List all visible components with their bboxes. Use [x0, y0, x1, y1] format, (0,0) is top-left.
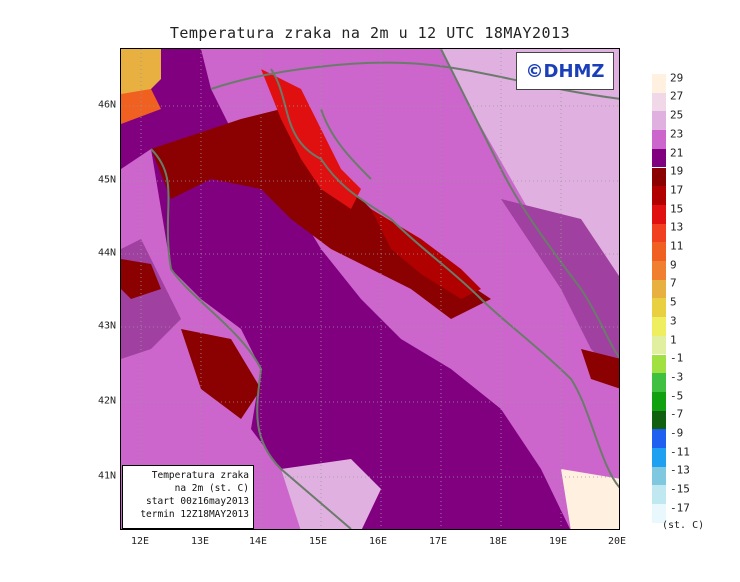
balkan-inland-zone [501, 199, 619, 377]
open-sea-pocket [311, 389, 401, 429]
legend-swatch [652, 186, 666, 205]
lon-label: 19E [548, 536, 568, 547]
lat-label: 45N [97, 174, 116, 186]
map-canvas [121, 49, 619, 529]
po-valley-warm [121, 89, 161, 124]
legend-swatch [652, 485, 666, 505]
legend-label: 1 [670, 333, 677, 347]
legend-label: -1 [670, 351, 684, 365]
legend-swatch [652, 466, 666, 486]
legend-label: -11 [670, 445, 690, 459]
lon-label: 14E [248, 536, 268, 547]
lon-label: 13E [190, 536, 210, 547]
legend-swatch [652, 261, 666, 280]
legend-swatch [652, 204, 666, 224]
lon-label: 16E [368, 536, 388, 547]
legend-swatch [652, 148, 666, 168]
south-italy-mild [281, 459, 381, 529]
lat-label: 41N [97, 470, 116, 482]
info-line-valid: termin 12Z18MAY2013 [140, 509, 249, 520]
lat-label: 46N [97, 99, 116, 111]
legend-label: -13 [670, 463, 690, 477]
legend-swatch [652, 391, 666, 411]
legend-label: 13 [670, 220, 684, 234]
legend-label: 7 [670, 276, 677, 290]
legend-label: 3 [670, 314, 677, 328]
legend-swatch [652, 74, 666, 93]
legend-label: 15 [670, 202, 684, 216]
lat-label: 44N [97, 247, 116, 259]
legend-label: -9 [670, 426, 684, 440]
temperature-map[interactable] [120, 48, 620, 530]
legend-swatch [652, 429, 666, 448]
legend-units: (st. C) [662, 520, 705, 531]
legend-label: 25 [670, 108, 684, 122]
map-title: Temperatura zraka na 2m u 12 UTC 18MAY20… [169, 24, 571, 42]
legend-label: -7 [670, 407, 684, 421]
legend-label: -5 [670, 389, 684, 403]
lon-label: 17E [428, 536, 448, 547]
forecast-info-box: Temperatura zraka na 2m (st. C) start 00… [122, 465, 254, 529]
legend-swatch [652, 410, 666, 430]
legend-swatch [652, 448, 666, 467]
balkan-south-hot [561, 469, 619, 529]
central-italy-warm [121, 259, 161, 299]
legend-label: 9 [670, 258, 677, 272]
legend-label: 11 [670, 239, 684, 253]
info-line-parameter: Temperatura zraka [151, 470, 249, 481]
lon-label: 15E [308, 536, 328, 547]
dhmz-logo: ©DHMZ [516, 52, 614, 90]
legend-label: 23 [670, 127, 684, 141]
legend-label: 27 [670, 89, 684, 103]
graticule [121, 49, 619, 529]
albania-warm [581, 349, 619, 389]
legend-swatch [652, 298, 666, 318]
legend-swatch [652, 167, 666, 187]
legend-label: -15 [670, 482, 690, 496]
legend-swatch [652, 242, 666, 261]
legend-label: -3 [670, 370, 684, 384]
legend-label: 5 [670, 295, 677, 309]
legend-label: -17 [670, 501, 690, 515]
lat-label: 43N [97, 320, 116, 332]
legend-swatch [652, 92, 666, 112]
lon-label: 20E [607, 536, 627, 547]
lon-label: 18E [488, 536, 508, 547]
lat-label: 42N [97, 395, 116, 407]
legend-label: 17 [670, 183, 684, 197]
legend-swatch [652, 317, 666, 336]
info-line-start: start 00z16may2013 [146, 496, 249, 507]
legend-label: 29 [670, 71, 684, 85]
legend-swatch [652, 111, 666, 131]
istria-hot-zone [261, 69, 361, 209]
legend-swatch [652, 223, 666, 243]
info-line-units: na 2m (st. C) [174, 483, 249, 494]
legend-swatch [652, 279, 666, 299]
legend-swatch [652, 373, 666, 392]
gargano-warm-zone [181, 329, 261, 419]
legend-swatch [652, 130, 666, 149]
legend-swatch [652, 354, 666, 374]
lon-label: 12E [130, 536, 150, 547]
legend-label: 21 [670, 146, 684, 160]
legend-swatch [652, 504, 666, 523]
legend-label: 19 [670, 164, 684, 178]
legend-swatch [652, 335, 666, 355]
